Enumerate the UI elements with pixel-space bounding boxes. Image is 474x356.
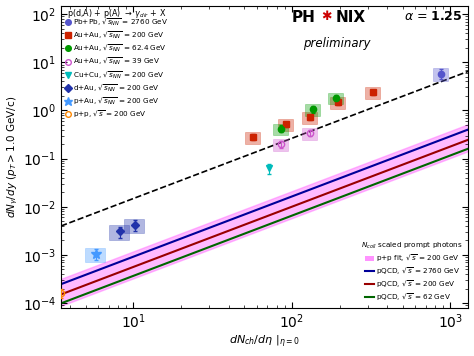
- Bar: [365, 87, 380, 99]
- Bar: [302, 128, 317, 140]
- Bar: [278, 119, 293, 131]
- Bar: [109, 225, 129, 240]
- Bar: [273, 139, 288, 151]
- Bar: [245, 132, 260, 144]
- Bar: [330, 97, 345, 109]
- Bar: [328, 93, 343, 104]
- Bar: [85, 248, 105, 262]
- Bar: [124, 219, 144, 233]
- Bar: [304, 104, 320, 116]
- Text: ✱: ✱: [321, 10, 331, 23]
- Bar: [273, 124, 288, 135]
- Text: $\alpha$ = $\mathbf{1.25}$: $\alpha$ = $\mathbf{1.25}$: [404, 10, 462, 23]
- X-axis label: $dN_{ch}/d\eta$ $|_{\eta=0}$: $dN_{ch}/d\eta$ $|_{\eta=0}$: [229, 334, 300, 350]
- Bar: [433, 68, 448, 81]
- Text: PH: PH: [291, 10, 315, 25]
- Y-axis label: $dN_{\gamma}/dy$ $(p_{T} > 1.0$ GeV/c): $dN_{\gamma}/dy$ $(p_{T} > 1.0$ GeV/c): [6, 96, 20, 218]
- Legend: p+p fit, $\sqrt{s}$ = 200 GeV, pQCD, $\sqrt{s}$ = 2760 GeV, pQCD, $\sqrt{s}$ = 2: p+p fit, $\sqrt{s}$ = 200 GeV, pQCD, $\s…: [360, 240, 465, 304]
- Text: NIX: NIX: [336, 10, 366, 25]
- Bar: [302, 112, 317, 124]
- Text: p(d,A) + p(A) $\rightarrow$ $\gamma_{dir}$ + X: p(d,A) + p(A) $\rightarrow$ $\gamma_{dir…: [67, 7, 166, 20]
- Text: preliminary: preliminary: [303, 37, 371, 51]
